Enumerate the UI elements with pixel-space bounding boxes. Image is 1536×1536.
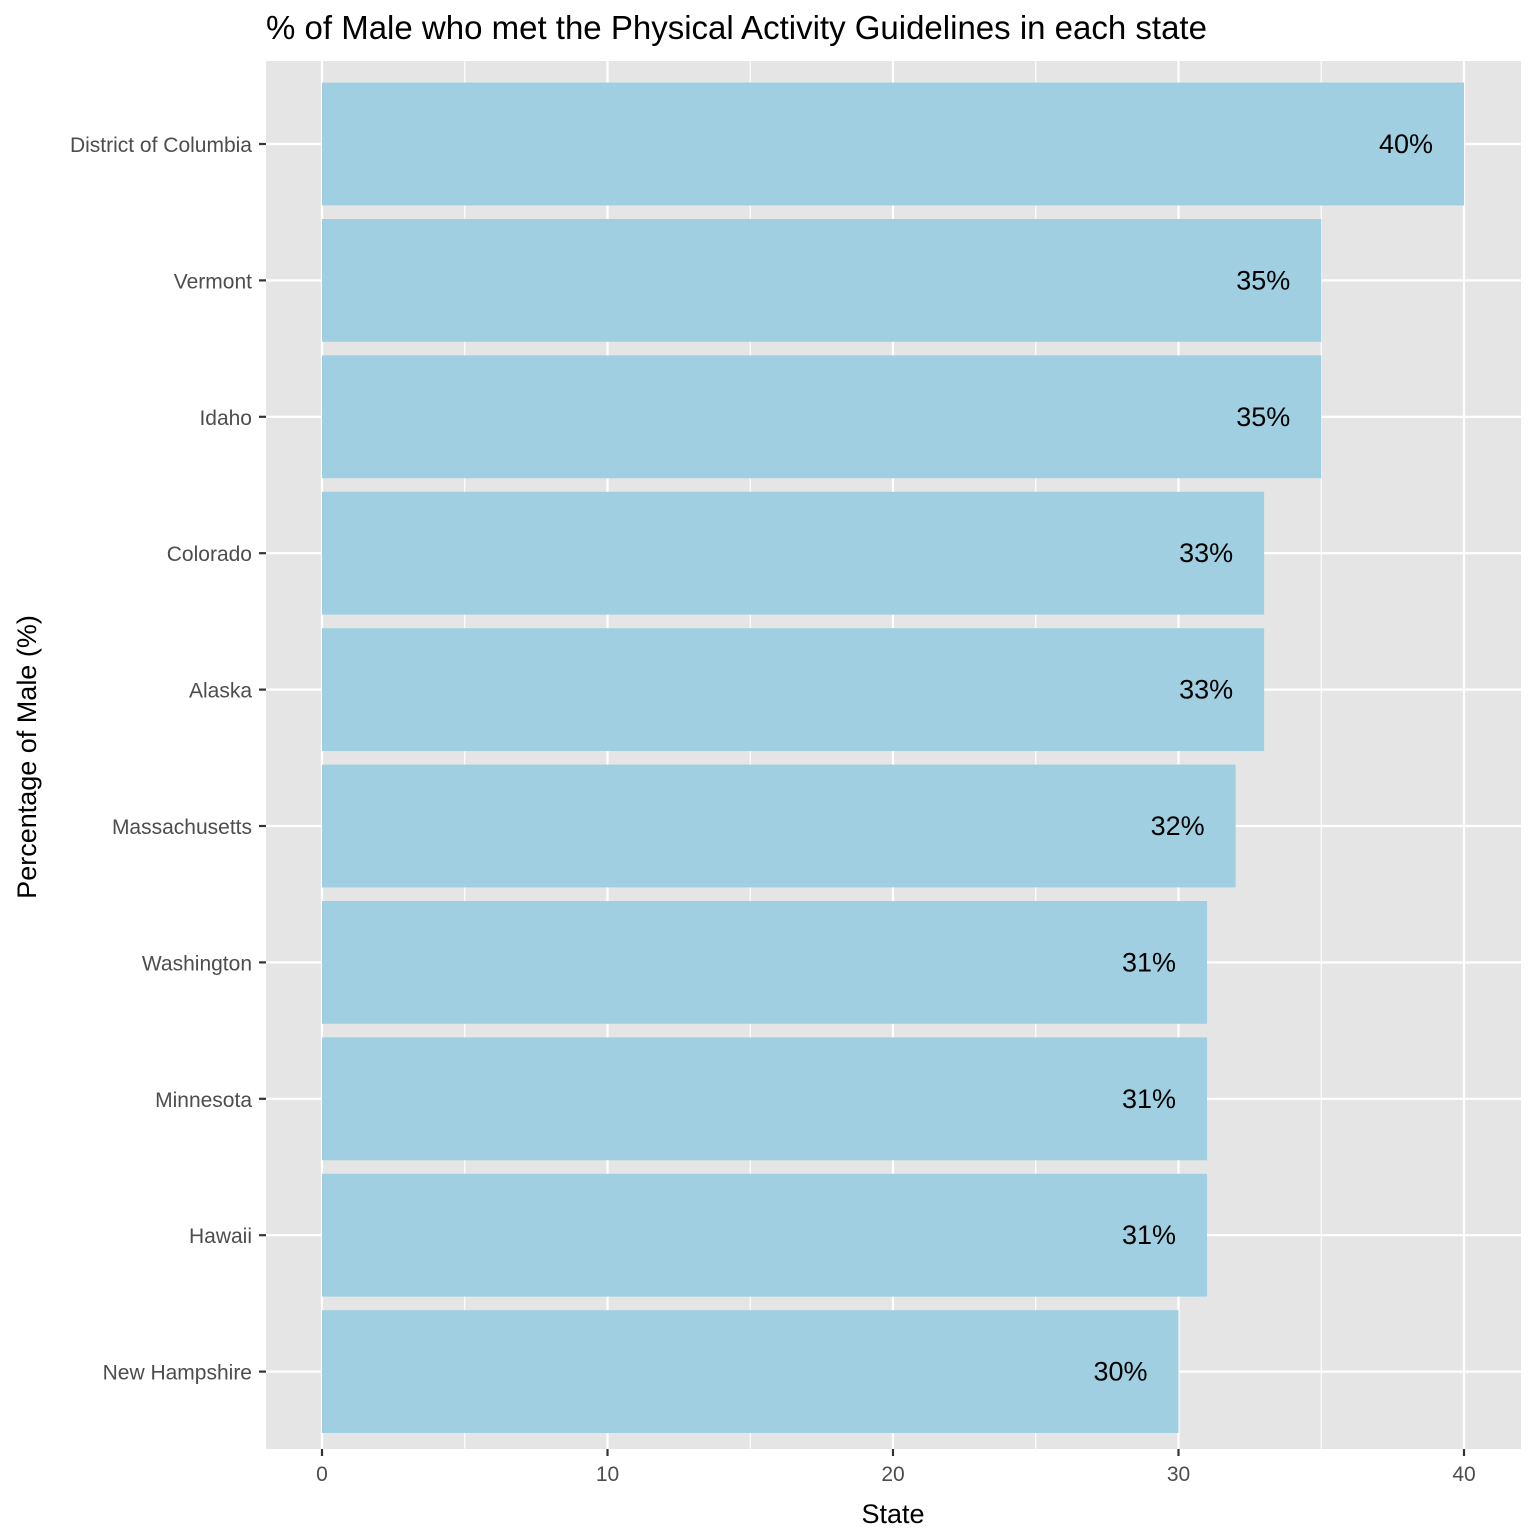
bar xyxy=(322,901,1208,1024)
bar xyxy=(322,219,1322,342)
data-label: 33% xyxy=(1179,675,1233,705)
data-label: 32% xyxy=(1151,811,1205,841)
chart-title: % of Male who met the Physical Activity … xyxy=(266,9,1207,46)
x-tick-label: 20 xyxy=(881,1463,904,1486)
y-tick-label: District of Columbia xyxy=(70,134,252,157)
bar xyxy=(322,355,1322,479)
y-tick-label: Colorado xyxy=(167,543,252,566)
y-tick-label: Minnesota xyxy=(155,1089,252,1112)
bar xyxy=(322,628,1265,751)
bar xyxy=(322,1310,1179,1433)
bar xyxy=(322,491,1265,615)
y-tick-label: Massachusetts xyxy=(112,816,252,839)
data-label: 30% xyxy=(1093,1357,1147,1387)
x-tick-label: 0 xyxy=(316,1463,328,1486)
x-tick-label: 40 xyxy=(1452,1463,1475,1486)
x-tick-label: 30 xyxy=(1167,1463,1190,1486)
data-label: 31% xyxy=(1122,947,1176,977)
data-label: 33% xyxy=(1179,538,1233,568)
y-tick-label: New Hampshire xyxy=(103,1362,252,1385)
data-label: 40% xyxy=(1379,129,1433,159)
x-tick-label: 10 xyxy=(596,1463,619,1486)
data-label: 31% xyxy=(1122,1084,1176,1114)
bar xyxy=(322,764,1236,888)
y-tick-label: Washington xyxy=(142,952,252,975)
data-label: 35% xyxy=(1236,402,1290,432)
data-label: 35% xyxy=(1236,265,1290,295)
y-tick-label: Alaska xyxy=(189,680,252,703)
bar xyxy=(322,82,1464,206)
plot-area: 40% District of Columbia 35% Vermont 35% Idah… xyxy=(70,61,1521,1486)
bar xyxy=(322,1173,1208,1297)
y-axis-title: Percentage of Male (%) xyxy=(12,615,42,899)
x-axis-title: State xyxy=(861,1499,924,1529)
data-label: 31% xyxy=(1122,1220,1176,1250)
y-tick-label: Vermont xyxy=(174,270,252,293)
bar xyxy=(322,1037,1208,1161)
y-tick-label: Hawaii xyxy=(189,1225,252,1248)
y-tick-label: Idaho xyxy=(199,407,252,430)
